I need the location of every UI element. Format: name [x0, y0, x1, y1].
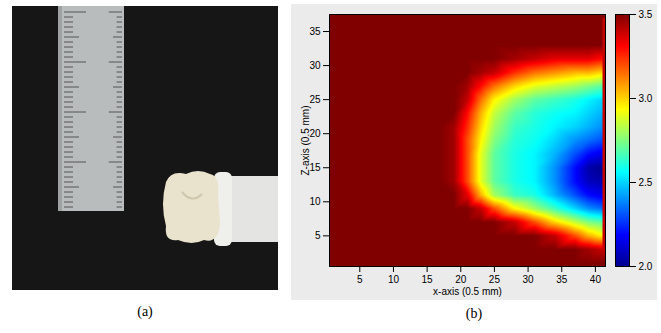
svg-text:35: 35: [556, 274, 568, 285]
svg-text:3.0: 3.0: [639, 93, 653, 104]
svg-text:10: 10: [309, 196, 321, 207]
svg-text:25: 25: [309, 94, 321, 105]
svg-text:5: 5: [315, 230, 321, 241]
svg-text:30: 30: [523, 274, 535, 285]
svg-text:25: 25: [489, 274, 501, 285]
html-text:(a): (a): [137, 304, 153, 319]
svg-text:10: 10: [388, 274, 400, 285]
svg-text:20: 20: [309, 128, 321, 139]
svg-text:x-axis (0.5 mm): x-axis (0.5 mm): [433, 286, 502, 297]
svg-text:35: 35: [309, 26, 321, 37]
svg-text:15: 15: [309, 162, 321, 173]
svg-text:Z-axis (0.5 mm): Z-axis (0.5 mm): [300, 106, 311, 176]
svg-text:2.5: 2.5: [639, 177, 653, 188]
html-text:(b): (b): [465, 306, 483, 321]
svg-text:2.0: 2.0: [639, 261, 653, 272]
svg-text:3.5: 3.5: [639, 9, 653, 20]
svg-text:20: 20: [455, 274, 467, 285]
svg-text:15: 15: [422, 274, 434, 285]
svg-text:30: 30: [309, 60, 321, 71]
svg-text:40: 40: [590, 274, 602, 285]
svg-text:5: 5: [357, 274, 363, 285]
